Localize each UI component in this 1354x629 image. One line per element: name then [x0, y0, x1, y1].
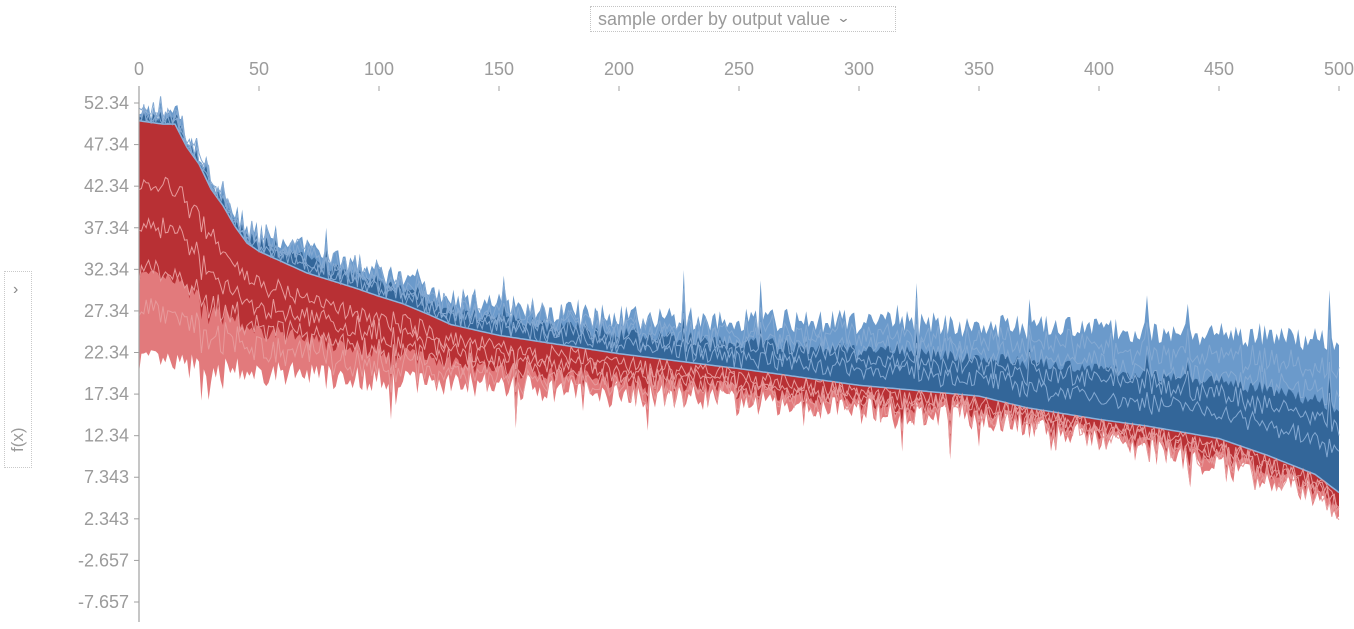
x-tick-label: 300 — [844, 59, 874, 79]
y-tick-label: 47.34 — [84, 135, 129, 155]
positive-effects-area-dark — [139, 120, 1339, 509]
y-tick-label: 32.34 — [84, 259, 129, 279]
positive-effects-area-light — [139, 120, 1339, 519]
stacked-areas — [138, 96, 1340, 521]
y-tick-label: -7.657 — [78, 592, 129, 612]
negative-effects-area-dark — [139, 110, 1339, 493]
x-tick-label: 400 — [1084, 59, 1114, 79]
sample-ordering-label: sample order by output value — [598, 8, 831, 29]
positive-feature-boundary — [138, 176, 1340, 508]
y-tick-label: 42.34 — [84, 176, 129, 196]
y-axis-feature-dropdown[interactable]: › f(x) — [4, 271, 32, 468]
x-tick-label: 50 — [249, 59, 269, 79]
y-tick-label: 52.34 — [84, 93, 129, 113]
y-tick-label: 12.34 — [84, 426, 129, 446]
x-axis: 0 50 100 150 200 250 300 350 400 450 500 — [134, 59, 1354, 91]
positive-feature-boundary — [138, 216, 1340, 514]
y-tick-label: -2.657 — [78, 550, 129, 570]
x-tick-label: 500 — [1324, 59, 1354, 79]
y-tick-label: 17.34 — [84, 384, 129, 404]
y-tick-label: 37.34 — [84, 218, 129, 238]
x-tick-label: 350 — [964, 59, 994, 79]
x-tick-label: 0 — [134, 59, 144, 79]
negative-feature-boundary — [138, 96, 1340, 380]
x-tick-label: 100 — [364, 59, 394, 79]
x-tick-label: 250 — [724, 59, 754, 79]
chevron-down-icon: ⌄ — [836, 10, 851, 25]
x-tick-label: 450 — [1204, 59, 1234, 79]
chevron-right-icon: › — [13, 281, 19, 298]
y-axis: 52.34 47.34 42.34 37.34 32.34 27.34 22.34 17.34… — [78, 86, 140, 622]
y-tick-label: 2.343 — [84, 509, 129, 529]
output-value-line — [138, 120, 1340, 494]
positive-feature-boundary — [138, 258, 1340, 513]
x-tick-label: 200 — [604, 59, 634, 79]
y-tick-label: 27.34 — [84, 301, 129, 321]
y-tick-label: 22.34 — [84, 343, 129, 363]
x-tick-label: 150 — [484, 59, 514, 79]
negative-feature-boundary — [138, 108, 1340, 458]
positive-feature-boundary — [138, 298, 1340, 521]
sample-ordering-dropdown[interactable]: sample order by output value ⌄ — [590, 6, 896, 32]
y-tick-label: 7.343 — [84, 467, 129, 487]
